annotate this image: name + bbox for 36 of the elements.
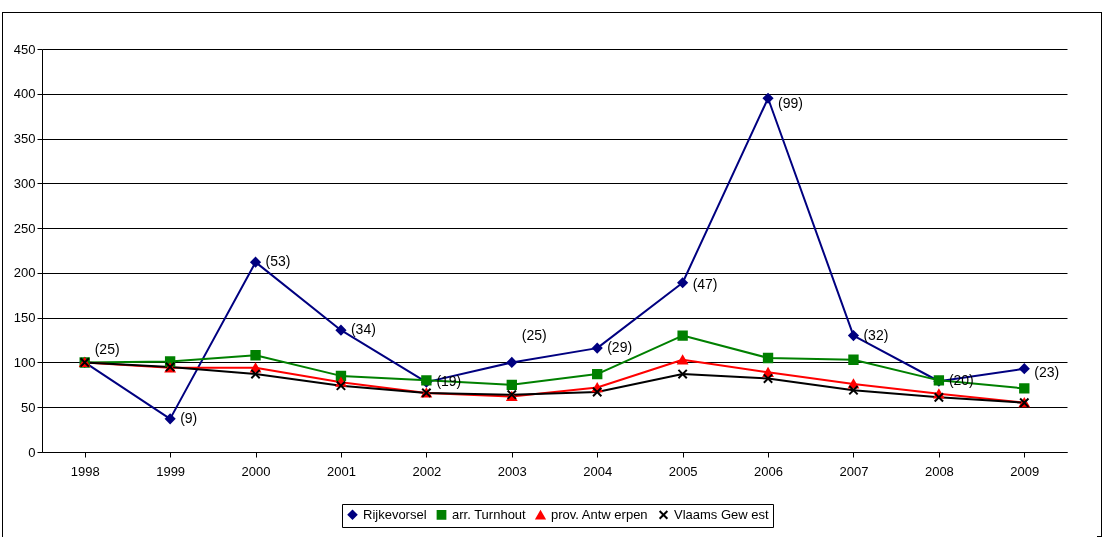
annotation: (34): [350, 321, 376, 338]
x-tick-label: 2007: [839, 463, 869, 479]
x-tick-label: 2000: [241, 463, 271, 479]
legend-label: arr. Turnhout: [452, 506, 527, 522]
x-tick-label: 1998: [70, 463, 100, 479]
x-tick-label: 2006: [754, 463, 783, 479]
x-tick-label: 1999: [156, 463, 186, 479]
y-tick-label: 50: [21, 399, 36, 415]
x-tick-label: 2005: [668, 463, 698, 479]
y-tick-label: 100: [13, 354, 36, 370]
x-tick-label: 2004: [583, 463, 613, 479]
annotation: (23): [1034, 363, 1060, 380]
annotation: (9): [180, 409, 198, 426]
annotation: (53): [265, 253, 291, 270]
y-tick-label: 300: [13, 175, 36, 191]
y-tick-label: 250: [13, 220, 36, 236]
x-tick-label: 2002: [412, 463, 442, 479]
x-tick-label: 2003: [497, 463, 527, 479]
annotation: (32): [863, 326, 889, 343]
x-tick-label: 2001: [327, 463, 356, 479]
legend-label: Rijkevorsel: [363, 506, 427, 522]
y-tick-label: 200: [13, 265, 36, 281]
annotation: (25): [94, 341, 120, 358]
y-tick-label: 450: [13, 41, 36, 57]
x-tick-label: 2008: [924, 463, 954, 479]
y-tick-label: 350: [13, 131, 36, 147]
y-tick-label: 400: [13, 86, 36, 102]
y-tick-label: 0: [28, 444, 36, 460]
annotation: (47): [692, 275, 718, 292]
legend-label: prov. Antw erpen: [551, 507, 648, 523]
annotation: (99): [778, 95, 803, 112]
x-tick-label: 2009: [1010, 463, 1040, 479]
y-tick-label: 150: [13, 310, 36, 326]
annotation: (29): [607, 339, 633, 356]
legend-label: Vlaams Gew est: [674, 506, 770, 522]
annotation: (25): [521, 327, 547, 344]
